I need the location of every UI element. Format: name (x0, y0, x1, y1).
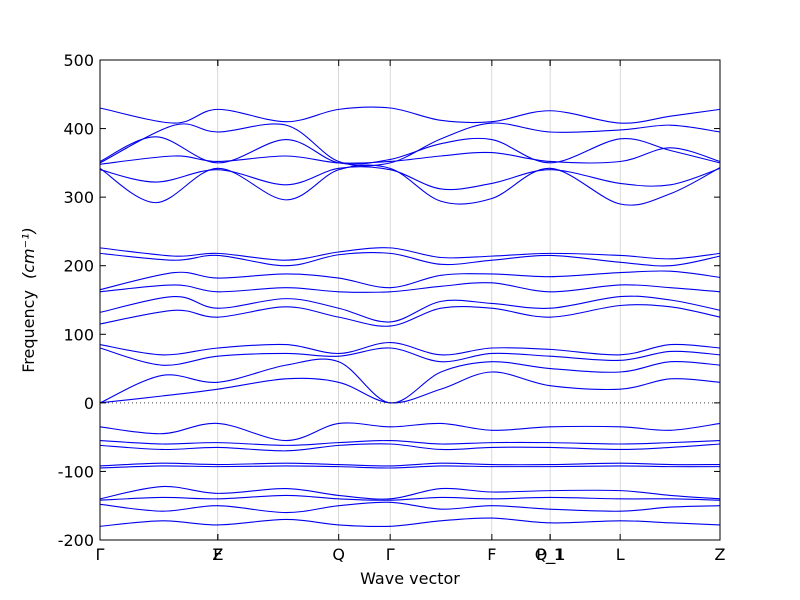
y-tick-label: -200 (58, 531, 94, 550)
band-14 (99, 347, 721, 366)
y-tick-label: 500 (63, 51, 94, 70)
band-lines (99, 106, 721, 528)
band-8 (99, 252, 721, 267)
band-6 (99, 166, 721, 191)
x-tick-label: Z (212, 545, 223, 564)
band-22 (99, 485, 721, 500)
band-1 (99, 106, 721, 124)
band-23 (99, 494, 721, 501)
band-11 (99, 295, 721, 323)
x-tick-label: Q (332, 545, 345, 564)
y-tick-label: -100 (58, 462, 94, 481)
y-axis-title-text: Frequency (19, 290, 38, 373)
y-tick-label: 200 (63, 257, 94, 276)
y-axis-ticks: -200 -100 0 100 200 300 400 500 (58, 51, 720, 550)
x-axis-ticks: Γ ZF Q Γ F P_1Q_1 L Z (96, 60, 726, 565)
x-tick-label: F (487, 545, 496, 564)
y-axis-title: Frequency (cm⁻¹) (19, 227, 38, 372)
y-tick-label: 0 (84, 394, 94, 413)
band-2 (99, 122, 721, 167)
y-tick-label: 400 (63, 120, 94, 139)
x-tick-label: Z (715, 545, 726, 564)
band-4 (99, 147, 721, 165)
x-tick-label: L (616, 545, 625, 564)
band-25 (99, 517, 721, 528)
x-tick-label: Q_1 (535, 545, 566, 565)
band-20 (99, 462, 721, 467)
plot-frame (99, 59, 721, 541)
x-tick-label: F (213, 545, 222, 564)
y-axis-title-unit: (cm⁻¹) (19, 227, 38, 279)
y-tick-label: 300 (63, 188, 94, 207)
x-tick-label: P_1 (536, 545, 564, 565)
band-5 (99, 164, 721, 206)
band-17 (99, 422, 721, 442)
high-symmetry-lines (217, 60, 621, 540)
x-tick-label: Γ (386, 545, 395, 564)
band-13 (99, 341, 721, 356)
band-10 (99, 282, 721, 293)
y-tick-label: 100 (63, 325, 94, 344)
band-7 (99, 247, 721, 261)
band-15 (99, 358, 721, 404)
band-16 (99, 371, 721, 404)
band-9 (99, 270, 721, 291)
band-21 (99, 465, 721, 469)
x-tick-label: Γ (96, 545, 105, 564)
x-axis-title: Wave vector (360, 569, 460, 588)
band-12 (99, 304, 721, 327)
band-24 (99, 501, 721, 514)
band-18 (99, 440, 721, 446)
band-3 (99, 136, 721, 165)
band-19 (99, 443, 721, 452)
